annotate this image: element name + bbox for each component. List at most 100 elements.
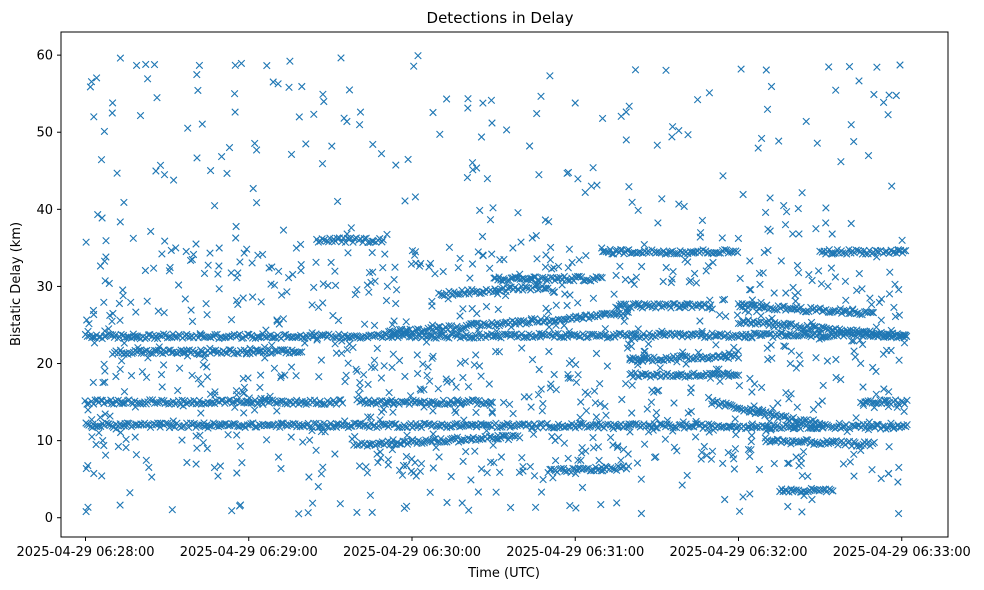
data-point-2425	[537, 92, 545, 100]
data-point-2893	[200, 269, 209, 278]
data-point-1865	[761, 318, 769, 327]
data-point-2843	[812, 354, 820, 362]
data-point-3238	[517, 238, 525, 246]
data-point-3108	[754, 144, 762, 152]
data-point-277	[609, 331, 618, 339]
data-point-22	[123, 333, 132, 341]
data-point-3219	[120, 198, 128, 207]
data-point-3193	[589, 294, 598, 302]
data-point-3071	[744, 308, 753, 316]
data-point-2973	[471, 447, 479, 455]
data-point-2683	[243, 397, 252, 405]
data-point-2606	[796, 359, 804, 368]
data-point-2354	[132, 451, 141, 459]
data-point-3162	[747, 446, 755, 454]
data-point-2527	[739, 303, 747, 311]
data-point-3203	[425, 377, 434, 385]
data-point-3270	[341, 377, 349, 386]
data-point-1989	[855, 442, 864, 450]
data-point-1403	[477, 434, 486, 443]
data-point-3269	[96, 413, 104, 422]
data-point-3009	[581, 188, 589, 197]
data-point-3101	[419, 360, 427, 368]
data-point-3095	[652, 453, 660, 461]
data-point-3063	[317, 356, 326, 364]
data-point-3250	[577, 456, 585, 465]
data-point-647	[94, 422, 102, 430]
data-point-3252	[388, 445, 397, 454]
data-point-2765	[694, 348, 703, 357]
data-point-2581	[670, 443, 679, 451]
data-point-3163	[258, 250, 267, 259]
data-point-2514	[236, 501, 245, 509]
data-point-2543	[637, 475, 645, 483]
data-point-3278	[390, 275, 398, 284]
data-point-2777	[285, 83, 293, 91]
data-point-2248	[890, 303, 898, 312]
data-point-2647	[385, 388, 393, 397]
data-point-3157	[797, 459, 805, 468]
data-point-467	[148, 396, 157, 404]
data-point-2622	[127, 298, 135, 306]
data-point-2927	[382, 296, 391, 305]
data-point-2738	[120, 339, 128, 347]
data-point-2389	[427, 400, 435, 409]
data-point-1896	[820, 323, 828, 331]
data-point-2281	[399, 461, 408, 470]
data-point-266	[588, 330, 596, 338]
data-point-2486	[286, 57, 294, 65]
data-point-2213	[210, 463, 219, 472]
data-point-1132	[221, 348, 229, 357]
data-point-2757	[338, 337, 346, 345]
data-point-2462	[95, 429, 103, 437]
data-point-2870	[359, 371, 368, 379]
data-point-3100	[795, 351, 803, 359]
data-point-2847	[625, 102, 633, 110]
data-point-532	[271, 399, 280, 407]
data-point-562	[329, 396, 338, 405]
data-point-2623	[239, 294, 247, 302]
data-point-3294	[183, 458, 191, 467]
data-point-519	[247, 399, 255, 407]
data-point-2931	[628, 198, 636, 206]
data-point-2660	[370, 356, 379, 364]
data-point-330	[710, 332, 719, 340]
data-point-2619	[90, 469, 98, 478]
data-point-3185	[786, 359, 794, 368]
data-point-2698	[837, 375, 845, 384]
data-point-2143	[438, 291, 447, 299]
data-point-2930	[362, 463, 370, 471]
data-point-2924	[127, 371, 136, 380]
data-point-2349	[505, 400, 514, 408]
data-point-3066	[760, 248, 768, 257]
data-point-534	[276, 397, 284, 406]
data-point-3091	[621, 275, 630, 284]
data-point-1584	[669, 300, 677, 308]
data-point-3274	[721, 350, 729, 358]
data-point-2185	[519, 286, 527, 294]
data-point-2199	[132, 61, 141, 70]
data-point-2617	[496, 256, 504, 264]
data-point-2702	[374, 458, 382, 467]
data-point-375	[795, 331, 803, 339]
data-point-1792	[759, 303, 768, 311]
data-point-2965	[192, 240, 200, 248]
data-point-3202	[824, 282, 832, 290]
data-point-2519	[669, 427, 677, 435]
data-point-2539	[576, 413, 584, 422]
data-point-3086	[460, 416, 468, 424]
data-point-3272	[719, 172, 727, 180]
data-point-713	[220, 420, 229, 428]
data-point-3064	[206, 344, 214, 353]
data-point-2078	[792, 486, 800, 494]
data-point-3146	[141, 266, 150, 275]
data-point-2541	[493, 290, 502, 298]
data-point-2471	[116, 501, 124, 509]
data-point-2371	[277, 373, 285, 382]
data-point-3094	[501, 291, 510, 300]
data-point-2712	[153, 94, 161, 102]
data-point-3191	[630, 280, 638, 289]
data-point-2742	[617, 300, 625, 308]
data-point-2955	[149, 264, 158, 272]
data-point-2140	[624, 462, 633, 470]
